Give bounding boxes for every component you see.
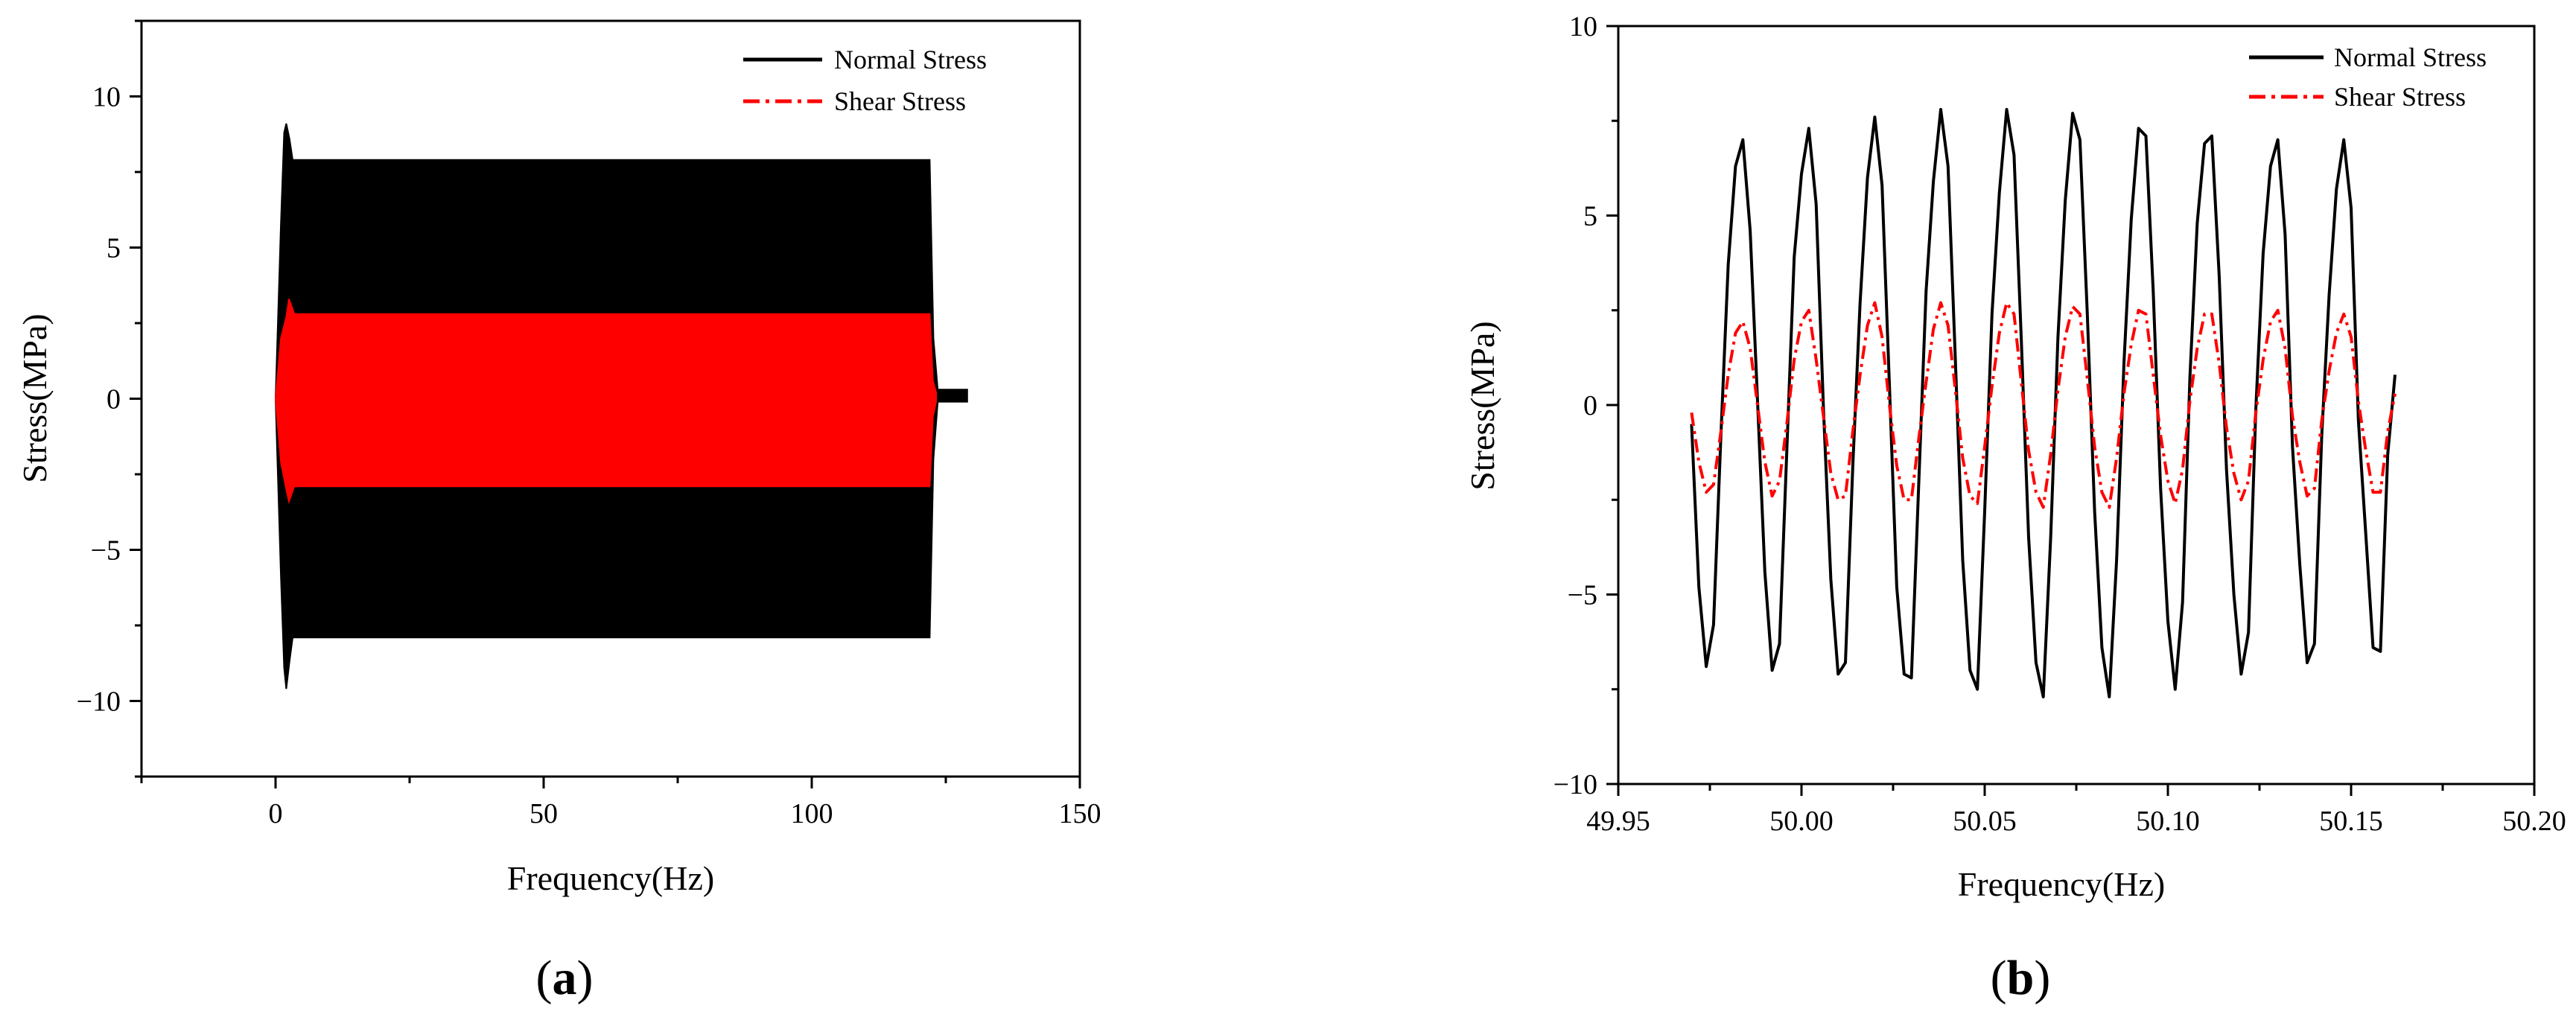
x-tick-label: 0 <box>269 798 283 829</box>
panel-label-b: (b) <box>1991 951 2051 1005</box>
x-axis-label-a: Frequency(Hz) <box>507 859 714 897</box>
series-shear-stress-line <box>1690 301 2397 509</box>
y-axis-ticks-a: −10 −5 0 5 10 <box>77 19 141 778</box>
y-tick-label: 10 <box>92 82 121 113</box>
x-tick-label: 100 <box>791 798 833 829</box>
x-axis-ticks-b: 49.95 50.00 50.05 50.10 50.15 50.20 <box>1586 784 2566 837</box>
y-tick-label: 5 <box>106 233 121 264</box>
x-tick-label: 50.05 <box>1953 806 2017 837</box>
chart-panel-a: 0 50 100 150 −10 −5 0 5 10 Frequency(Hz) Stress… <box>16 19 1101 1005</box>
chart-panel-b: 49.95 50.00 50.05 50.10 50.15 50.20 −10 −5 0 5 10… <box>1463 11 2566 1005</box>
y-axis-ticks-b: −10 −5 0 5 10 <box>1553 11 1618 800</box>
x-tick-label: 150 <box>1059 798 1101 829</box>
panel-label-a: (a) <box>536 951 594 1005</box>
x-axis-ticks-a: 0 50 100 150 <box>140 777 1101 829</box>
y-tick-label: 10 <box>1569 11 1597 42</box>
y-tick-label: 5 <box>1583 201 1597 232</box>
plot-frame-b <box>1617 25 2536 785</box>
y-tick-label: −10 <box>1553 769 1597 800</box>
x-axis-label-b: Frequency(Hz) <box>1958 865 2165 903</box>
series-shear-stress-band <box>274 299 937 505</box>
y-tick-label: 0 <box>1583 390 1597 421</box>
y-axis-label-a: Stress(MPa) <box>16 313 54 482</box>
y-axis-label-b: Stress(MPa) <box>1463 321 1501 490</box>
legend-label-normal-stress-b: Normal Stress <box>2334 42 2487 72</box>
legend-a: Normal Stress Shear Stress <box>743 45 987 116</box>
plot-area-b <box>1690 108 2397 698</box>
x-tick-label: 50.10 <box>2136 806 2200 837</box>
series-normal-stress-line <box>1690 108 2397 698</box>
y-tick-label: −5 <box>91 535 121 567</box>
x-tick-label: 50.15 <box>2319 806 2383 837</box>
x-tick-label: 50 <box>529 798 558 829</box>
legend-label-shear-stress-a: Shear Stress <box>834 86 966 116</box>
y-tick-label: 0 <box>106 384 121 415</box>
y-tick-label: −10 <box>77 686 121 718</box>
y-tick-label: −5 <box>1568 580 1597 611</box>
x-tick-label: 50.20 <box>2502 806 2566 837</box>
plot-area-a <box>274 123 968 689</box>
legend-b: Normal Stress Shear Stress <box>2249 42 2487 112</box>
x-tick-label: 50.00 <box>1769 806 1834 837</box>
legend-label-normal-stress-a: Normal Stress <box>834 45 987 74</box>
x-tick-label: 49.95 <box>1586 806 1650 837</box>
legend-label-shear-stress-b: Shear Stress <box>2334 82 2466 112</box>
